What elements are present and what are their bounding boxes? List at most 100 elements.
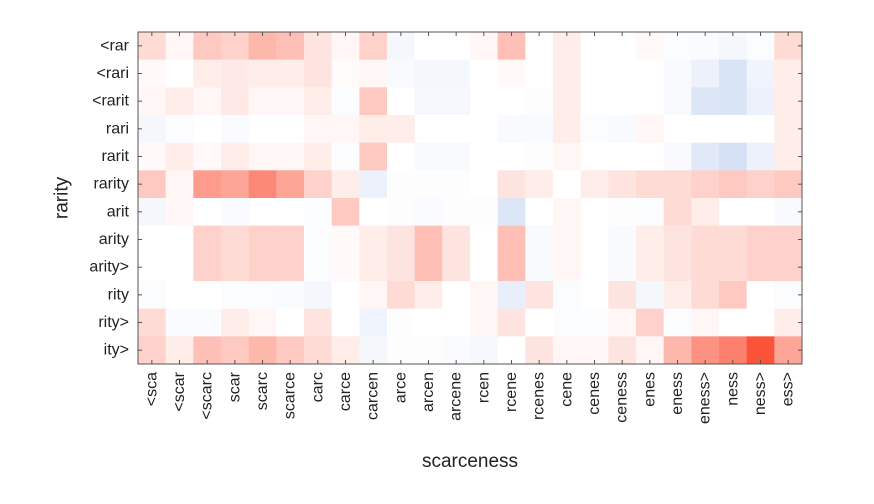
heatmap-cell (359, 32, 388, 61)
heatmap-cell (553, 87, 582, 116)
plot-frame (137, 31, 803, 365)
x-tick-label: ness (724, 372, 741, 406)
heatmap-cell (193, 281, 222, 310)
heatmap-cell (138, 32, 167, 61)
heatmap-cell (138, 253, 167, 282)
heatmap-cell (497, 281, 526, 310)
heatmap-cell (497, 87, 526, 116)
heatmap-cell (221, 87, 250, 116)
heatmap-cell (497, 32, 526, 61)
heatmap-cell (497, 225, 526, 254)
heatmap-cell (719, 115, 748, 144)
heatmap-cell (193, 253, 222, 282)
x-tick-label: scar (226, 371, 243, 402)
heatmap-cell (276, 253, 305, 282)
heatmap-cell (580, 281, 609, 310)
heatmap-cell (663, 281, 692, 310)
heatmap-cell (497, 59, 526, 88)
y-tick-label: rarity (93, 176, 129, 193)
heatmap-cell (553, 115, 582, 144)
heatmap-cell (304, 336, 333, 365)
heatmap-cell (746, 308, 775, 337)
heatmap-cell (165, 32, 194, 61)
x-tick-label: <sca (143, 372, 160, 406)
heatmap-cell (719, 225, 748, 254)
heatmap-cell (414, 308, 443, 337)
heatmap-cell (331, 170, 360, 199)
heatmap-cell (497, 142, 526, 171)
y-tick-label: ity> (104, 342, 129, 359)
heatmap-cell (608, 87, 637, 116)
heatmap-cell (580, 170, 609, 199)
heatmap-cell (663, 142, 692, 171)
heatmap-cell (359, 336, 388, 365)
heatmap-cell (442, 32, 471, 61)
heatmap-cell (719, 281, 748, 310)
heatmap-cell (774, 170, 803, 199)
x-tick-label: arcen (420, 372, 437, 412)
heatmap-cell (193, 115, 222, 144)
x-tick-label: arce (392, 372, 409, 403)
heatmap-cell (248, 281, 277, 310)
heatmap-cell (138, 59, 167, 88)
heatmap-cell (774, 87, 803, 116)
heatmap-cell (359, 115, 388, 144)
heatmap-cell (553, 59, 582, 88)
heatmap-cell (193, 87, 222, 116)
heatmap-cell (248, 115, 277, 144)
heatmap-cell (359, 59, 388, 88)
heatmap-cell (276, 198, 305, 227)
heatmap-cell (304, 253, 333, 282)
heatmap-cell (608, 170, 637, 199)
heatmap-cell (331, 59, 360, 88)
heatmap-cell (525, 87, 554, 116)
heatmap-cell (304, 198, 333, 227)
heatmap-cell (331, 142, 360, 171)
heatmap-cell (276, 225, 305, 254)
heatmap-cell (248, 32, 277, 61)
heatmap-cell (304, 225, 333, 254)
heatmap-cell (553, 281, 582, 310)
heatmap-cell (774, 336, 803, 365)
heatmap-cell (331, 32, 360, 61)
heatmap-cell (608, 308, 637, 337)
heatmap-cell (691, 87, 720, 116)
heatmap-cell (276, 32, 305, 61)
heatmap-cell (414, 115, 443, 144)
heatmap-cell (276, 87, 305, 116)
heatmap-cell (608, 225, 637, 254)
heatmap-cell (276, 170, 305, 199)
heatmap-cell (221, 198, 250, 227)
heatmap-cell (442, 142, 471, 171)
heatmap-cell (331, 336, 360, 365)
heatmap-cell (470, 253, 499, 282)
heatmap-cell (497, 308, 526, 337)
heatmap-cell (276, 115, 305, 144)
y-tick-label: arity> (89, 259, 129, 276)
x-tick-label: rcenes (531, 372, 548, 420)
heatmap-cell (774, 198, 803, 227)
heatmap-cell (276, 59, 305, 88)
heatmap-cell (746, 170, 775, 199)
heatmap-cell (553, 225, 582, 254)
heatmap-cell (525, 59, 554, 88)
heatmap-cell (636, 87, 665, 116)
heatmap-cell (165, 281, 194, 310)
heatmap-cell (414, 87, 443, 116)
heatmap-cell (359, 170, 388, 199)
x-tick-label: ness> (752, 372, 769, 415)
heatmap-cell (248, 170, 277, 199)
heatmap-cell (636, 308, 665, 337)
heatmap-cell (165, 59, 194, 88)
heatmap-cell (608, 115, 637, 144)
heatmap-cell (580, 142, 609, 171)
heatmap-cell (525, 281, 554, 310)
heatmap-cell (138, 225, 167, 254)
heatmap-cell (359, 198, 388, 227)
y-tick-label: rity> (98, 314, 129, 331)
heatmap-cell (774, 253, 803, 282)
heatmap-cell (553, 170, 582, 199)
heatmap-cell (359, 281, 388, 310)
heatmap-cell (414, 225, 443, 254)
heatmap-cell (138, 281, 167, 310)
